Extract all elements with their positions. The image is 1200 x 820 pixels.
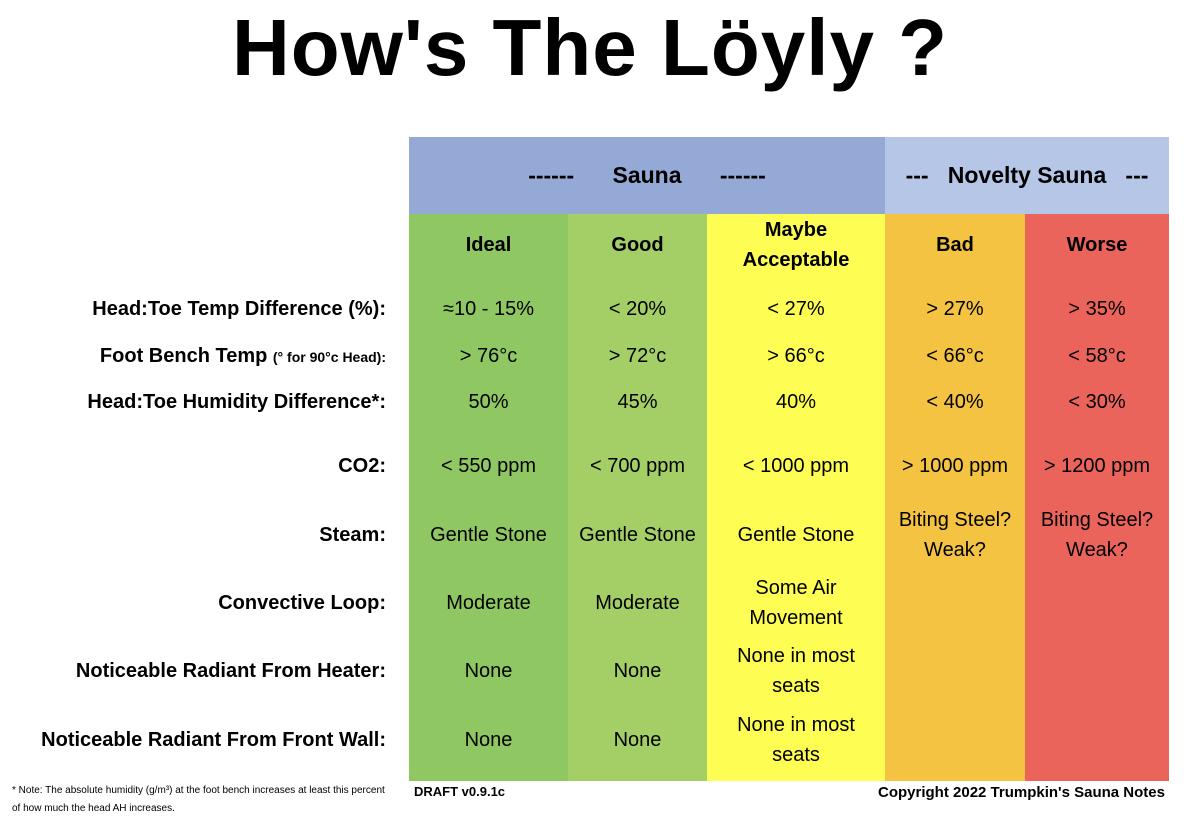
table-cell [1025,710,1169,770]
table-cell: > 66°c [767,345,825,367]
table-cell [885,641,1025,701]
table-cell: > 76°c [459,345,518,367]
row-label-radiant-heater: Noticeable Radiant From Heater: [75,660,386,682]
table-cell: < 550 ppm [440,455,537,477]
row-label-convective-loop: Convective Loop: [218,592,386,614]
table-cell: Gentle Stone [430,524,547,546]
table-cell: 40% [775,391,817,413]
row-label-foot-bench-temp-note: (° for 90°c Head): [272,349,386,365]
row-label-head-toe-temp: Head:Toe Temp Difference (%): [92,298,386,320]
column-header-maybe-acceptable: Maybe Acceptable [742,219,850,271]
column-header-good: Good [611,234,664,256]
table-cell: < 66°c [926,345,984,367]
table-cell [1025,573,1169,633]
table-cell: < 20% [608,298,667,320]
column-maybe-acceptable [707,137,885,781]
table-cell: Biting Steel? Weak? [1040,509,1154,561]
table-cell: ≈10 - 15% [442,298,535,320]
table-cell: < 58°c [1068,345,1126,367]
draft-version: DRAFT v0.9.1c [414,784,506,799]
table-cell: Gentle Stone [579,524,696,546]
column-good [568,137,707,781]
column-bad [885,137,1025,781]
row-label-co2: CO2: [338,455,386,477]
table-cell: Biting Steel? Weak? [898,509,1012,561]
table-cell: > 1200 ppm [1043,455,1151,477]
row-label-steam: Steam: [319,524,386,546]
column-worse [1025,137,1169,781]
table-cell: < 27% [767,298,825,320]
table-cell: 50% [468,391,509,413]
table-cell: < 1000 ppm [742,455,850,477]
table-cell: 45% [617,391,658,413]
table-cell: > 35% [1068,298,1126,320]
footnote: * Note: The absolute humidity (g/m³) at … [12,785,385,814]
table-cell: < 700 ppm [589,455,686,477]
table-cell: None [464,660,513,682]
column-ideal [409,137,568,781]
table-cell [885,710,1025,770]
table-cell: None in most seats [737,645,855,697]
table-cell: Gentle Stone [737,524,855,546]
table-cell: > 1000 ppm [901,455,1009,477]
table-cell: None [613,729,662,751]
table-cell: > 72°c [608,345,667,367]
row-label-foot-bench-temp: Foot Bench Temp (° for 90°c Head): [0,341,386,372]
novelty-sauna-group-header: --- Novelty Sauna --- [885,137,1169,214]
table-cell: Some Air Movement [749,577,843,629]
table-cell: < 30% [1068,391,1126,413]
copyright: Copyright 2022 Trumpkin's Sauna Notes [878,784,1165,801]
table-cell: None in most seats [737,714,855,766]
table-cell: None [464,729,513,751]
table-cell [1025,641,1169,701]
row-label-foot-bench-temp-main: Foot Bench Temp [99,345,268,367]
table-cell: > 27% [926,298,984,320]
row-label-head-toe-humidity: Head:Toe Humidity Difference*: [87,391,386,413]
column-header-worse: Worse [1066,234,1128,256]
column-header-bad: Bad [936,234,974,256]
table-cell: Moderate [595,592,680,614]
table-cell: < 40% [926,391,984,413]
row-label-radiant-front-wall: Noticeable Radiant From Front Wall: [41,729,386,751]
column-header-ideal: Ideal [465,234,512,256]
page-title: How's The Löyly ? [231,3,949,92]
table-cell [885,573,1025,633]
table-cell: None [613,660,662,682]
table-cell: Moderate [446,592,531,614]
sauna-group-header: ------ Sauna ------ [409,137,885,214]
